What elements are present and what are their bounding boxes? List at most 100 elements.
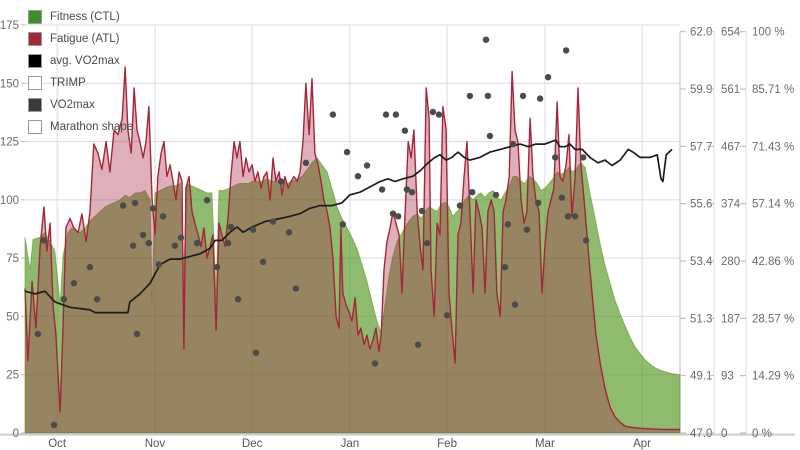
vo2max-dot (40, 237, 48, 244)
svg-text:85.71 %: 85.71 % (752, 84, 794, 96)
vo2max-dot (343, 148, 351, 156)
svg-text:51.3: 51.3 (690, 313, 712, 325)
legend-item-marathon-shape[interactable]: Marathon shape (28, 116, 133, 138)
svg-text:467: 467 (721, 141, 740, 153)
vo2max-dot (292, 285, 300, 292)
vo2max-dot (401, 127, 409, 134)
vo2max-dot (252, 349, 260, 356)
fitness-ctl-swatch-icon (28, 10, 42, 24)
vo2max-dot (562, 47, 570, 54)
legend-label: Fatigue (ATL) (50, 33, 120, 45)
svg-text:125: 125 (0, 137, 19, 149)
svg-text:Oct: Oct (48, 438, 67, 450)
svg-text:14.29 %: 14.29 % (752, 371, 794, 383)
avg-vo2max-swatch-icon (28, 54, 42, 68)
svg-text:100: 100 (0, 195, 19, 207)
chart-legend: Fitness (CTL) Fatigue (ATL) avg. VO2max … (28, 6, 133, 138)
vo2max-dot (544, 74, 552, 81)
svg-text:Dec: Dec (242, 438, 263, 450)
vo2max-dot (354, 173, 362, 180)
svg-text:25: 25 (6, 370, 19, 382)
legend-item-trimp[interactable]: TRIMP (28, 72, 133, 94)
avg-vo2max-line (24, 139, 673, 314)
svg-text:75: 75 (6, 253, 19, 265)
vo2max-dot (60, 296, 68, 303)
svg-text:53.4: 53.4 (690, 256, 713, 268)
vo2max-dot (285, 229, 293, 236)
vo2max-dot (269, 218, 277, 225)
vo2max-dot (509, 140, 517, 148)
legend-item-fitness-ctl[interactable]: Fitness (CTL) (28, 6, 133, 28)
svg-text:Mar: Mar (535, 438, 555, 450)
svg-text:42.86 %: 42.86 % (752, 256, 794, 268)
legend-label: TRIMP (50, 77, 86, 89)
vo2max-dot (259, 258, 267, 265)
vo2max-dot (93, 296, 101, 303)
vo2max-dot (382, 111, 390, 118)
svg-text:49.1: 49.1 (690, 371, 712, 383)
vo2max-dot (469, 189, 476, 196)
svg-text:561: 561 (721, 84, 740, 96)
vo2max-dot (389, 210, 397, 217)
vo2max-dot (519, 92, 527, 100)
vo2max-dot (501, 263, 509, 271)
legend-item-avg-vo2max[interactable]: avg. VO2max (28, 50, 133, 72)
svg-text:654: 654 (721, 27, 741, 39)
vo2max-dot (564, 213, 572, 220)
legend-item-vo2max[interactable]: VO2max (28, 94, 133, 116)
vo2max-dot (129, 242, 137, 249)
svg-text:93: 93 (721, 371, 734, 383)
svg-text:Feb: Feb (437, 438, 457, 450)
vo2max-dot (159, 213, 167, 220)
vo2max-dot (408, 189, 416, 196)
vo2max-dot (171, 242, 179, 249)
legend-label: Marathon shape (50, 121, 134, 133)
vo2max-dot (339, 221, 346, 228)
vo2max-dot (484, 92, 492, 100)
fitness-ctl-area (24, 157, 681, 434)
vo2max-dot (558, 194, 566, 201)
legend-label: VO2max (50, 99, 95, 111)
legend-item-fatigue-atl[interactable]: Fatigue (ATL) (28, 28, 133, 50)
vo2max-dot (482, 36, 490, 43)
trimp-swatch-icon (28, 76, 42, 90)
svg-text:0: 0 (13, 428, 19, 440)
vo2max-dot (435, 111, 443, 118)
vo2max-dot (70, 280, 78, 287)
vo2max-dot (511, 301, 519, 308)
svg-text:47.0: 47.0 (690, 428, 712, 440)
vo2max-dot (234, 296, 242, 303)
fatigue-atl-area (25, 67, 680, 433)
vo2max-dot (34, 330, 42, 338)
vo2max-dot (523, 226, 531, 233)
vo2max-dot (224, 239, 232, 247)
vo2max-dot (414, 341, 422, 348)
vo2max-dot (429, 108, 437, 116)
chart-series (24, 36, 681, 434)
vo2max-dot (403, 186, 411, 193)
svg-text:280: 280 (721, 256, 740, 268)
vo2max-dot (249, 226, 257, 233)
vo2max-dot (131, 199, 139, 207)
svg-text:100 %: 100 % (752, 27, 785, 39)
chart-axes: 0 25 50 75 100 125 150 175 47.0 49.1 51.3 53.4 55.6 5… (0, 20, 795, 450)
vo2max-dot (193, 239, 201, 247)
svg-text:71.43 %: 71.43 % (752, 141, 794, 153)
svg-text:175: 175 (0, 20, 19, 32)
vo2max-swatch-icon (28, 98, 42, 112)
vo2max-dot (213, 263, 221, 271)
marathon-shape-swatch-icon (28, 120, 42, 134)
vo2max-dot (119, 202, 127, 209)
vo2max-dot (363, 162, 371, 169)
svg-text:57.14 %: 57.14 % (752, 199, 794, 211)
vo2max-dot (492, 191, 500, 199)
svg-text:28.57 %: 28.57 % (752, 313, 794, 325)
vo2max-dot (456, 202, 464, 209)
fatigue-atl-swatch-icon (28, 32, 42, 46)
vo2max-dot (155, 261, 162, 268)
svg-text:Jan: Jan (341, 438, 360, 450)
vo2max-dot (534, 199, 542, 207)
vo2max-dot (580, 154, 587, 161)
